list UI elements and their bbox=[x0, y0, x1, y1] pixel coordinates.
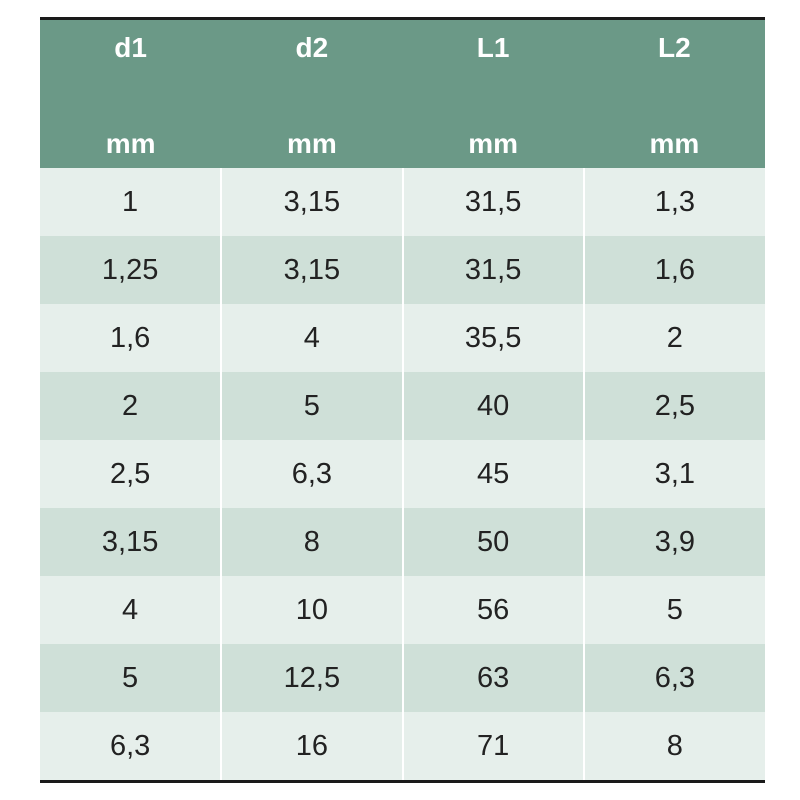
column-name: L2 bbox=[658, 32, 691, 63]
table-cell: 6,3 bbox=[220, 440, 403, 508]
table-cell: 2,5 bbox=[582, 372, 765, 440]
column-unit: mm bbox=[649, 128, 700, 159]
table-cell: 1,6 bbox=[109, 321, 151, 354]
table-cell: 5 bbox=[582, 576, 765, 644]
column-unit: mm bbox=[286, 128, 337, 159]
table-cell: 6,3 bbox=[40, 712, 222, 783]
table-row: 2,5 6,3 45 3,1 bbox=[40, 440, 765, 508]
column-header-d2: d2 mm bbox=[221, 17, 403, 168]
table-cell: 35,5 bbox=[401, 304, 584, 372]
table-cell: 2,5 bbox=[109, 457, 151, 490]
table-cell: 10 bbox=[220, 576, 403, 644]
table-cell: 4 bbox=[220, 304, 403, 372]
table-cell: 5 bbox=[122, 661, 139, 694]
table-row: 3,15 8 50 3,9 bbox=[40, 508, 765, 576]
table-cell: 1,6 bbox=[582, 236, 765, 304]
table-cell: 40 bbox=[401, 372, 584, 440]
header-row: d1 mm d2 mm L1 mm L2 mm bbox=[40, 17, 765, 168]
table-cell: 50 bbox=[401, 508, 584, 576]
table-cell: 8 bbox=[582, 712, 765, 783]
table-cell: 3,9 bbox=[582, 508, 765, 576]
table-cell: 1,25 bbox=[101, 253, 159, 286]
table-cell: 3,1 bbox=[582, 440, 765, 508]
column-name: d1 bbox=[114, 32, 147, 63]
column-unit: mm bbox=[468, 128, 519, 159]
table-cell: 31,5 bbox=[401, 236, 584, 304]
table-body: 1 3,15 31,5 1,3 1,25 3,15 31,5 1,6 1,6 4… bbox=[40, 168, 765, 783]
column-header-l2: L2 mm bbox=[583, 17, 765, 168]
column-header-l1: L1 mm bbox=[402, 17, 584, 168]
table-cell: 45 bbox=[401, 440, 584, 508]
table-cell: 3,15 bbox=[220, 168, 403, 236]
table-cell: 12,5 bbox=[220, 644, 403, 712]
column-unit: mm bbox=[105, 128, 156, 159]
dimensions-table-container: d1 mm d2 mm L1 mm L2 mm 1 3 bbox=[40, 17, 765, 783]
table-cell: 3,15 bbox=[220, 236, 403, 304]
table-row: 4 10 56 5 bbox=[40, 576, 765, 644]
table-header: d1 mm d2 mm L1 mm L2 mm bbox=[40, 17, 765, 168]
table-cell: 4 bbox=[122, 593, 139, 626]
table-cell: 5 bbox=[220, 372, 403, 440]
table-row: 1,25 3,15 31,5 1,6 bbox=[40, 236, 765, 304]
table-cell: 56 bbox=[401, 576, 584, 644]
table-cell: 16 bbox=[220, 712, 403, 783]
table-row: 5 12,5 63 6,3 bbox=[40, 644, 765, 712]
table-cell: 1 bbox=[122, 185, 139, 218]
table-row: 6,3 16 71 8 bbox=[40, 712, 765, 783]
table-cell: 63 bbox=[401, 644, 584, 712]
column-name: L1 bbox=[476, 32, 510, 63]
column-name: d2 bbox=[295, 32, 329, 63]
table-cell: 8 bbox=[220, 508, 403, 576]
table-cell: 2 bbox=[122, 389, 139, 422]
table-cell: 1,3 bbox=[582, 168, 765, 236]
dimensions-table: d1 mm d2 mm L1 mm L2 mm 1 3 bbox=[40, 17, 765, 783]
table-cell: 31,5 bbox=[401, 168, 584, 236]
table-cell: 71 bbox=[401, 712, 584, 783]
table-row: 2 5 40 2,5 bbox=[40, 372, 765, 440]
table-row: 1,6 4 35,5 2 bbox=[40, 304, 765, 372]
table-cell: 2 bbox=[582, 304, 765, 372]
table-row: 1 3,15 31,5 1,3 bbox=[40, 168, 765, 236]
table-cell: 6,3 bbox=[582, 644, 765, 712]
table-cell: 3,15 bbox=[101, 525, 159, 558]
column-header-d1: d1 mm bbox=[40, 17, 222, 168]
